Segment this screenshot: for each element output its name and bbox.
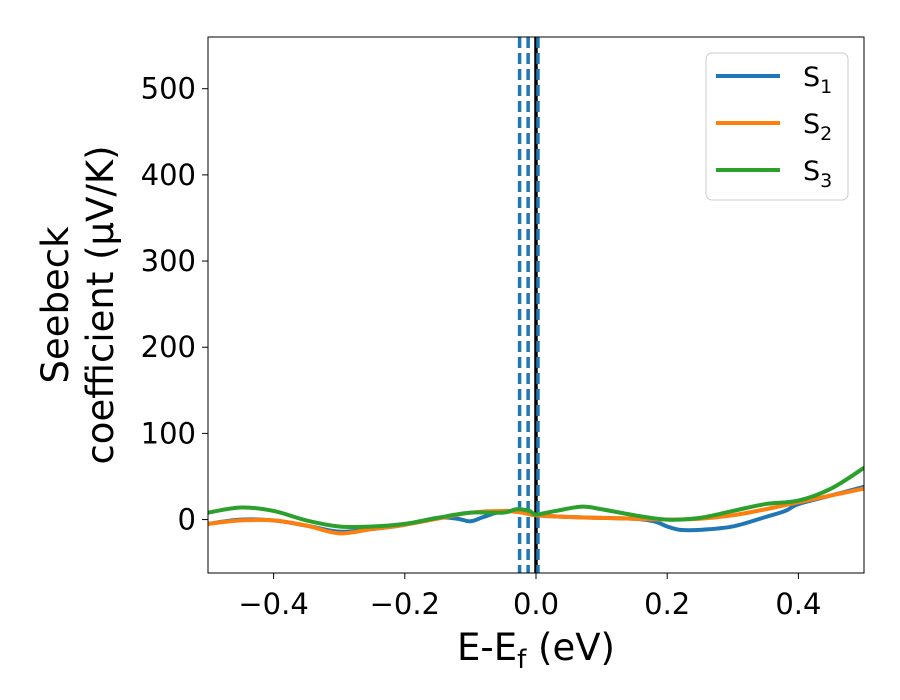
y-tick-label: 300 [141,244,196,278]
x-axis-title: E-Ef (eV) [457,626,615,675]
x-tick-label: 0.0 [513,587,559,621]
y-axis-title: Seebeck coefficient (μV/K) [34,145,122,464]
y-axis-title-line1: Seebeck [34,226,77,384]
x-tick-label: −0.4 [238,587,308,621]
y-tick-label: 100 [141,416,196,450]
series-lines [208,465,864,536]
x-axis-ticks: −0.4 −0.2 0.0 0.2 0.4 [238,573,821,621]
y-tick-label: 400 [141,158,196,192]
legend-box [705,52,849,201]
series-line-s2 [208,486,864,536]
y-axis-title-line2: coefficient (μV/K) [79,145,122,464]
x-tick-label: 0.4 [775,587,821,621]
x-tick-label: −0.2 [370,587,440,621]
x-tick-label: 0.2 [644,587,690,621]
y-tick-label: 200 [141,330,196,364]
series-line-s3 [208,465,864,530]
y-tick-label: 500 [141,72,196,106]
y-axis-ticks: 0 100 200 300 400 500 [141,72,208,537]
reference-lines [517,37,540,573]
y-tick-label: 0 [178,503,196,537]
